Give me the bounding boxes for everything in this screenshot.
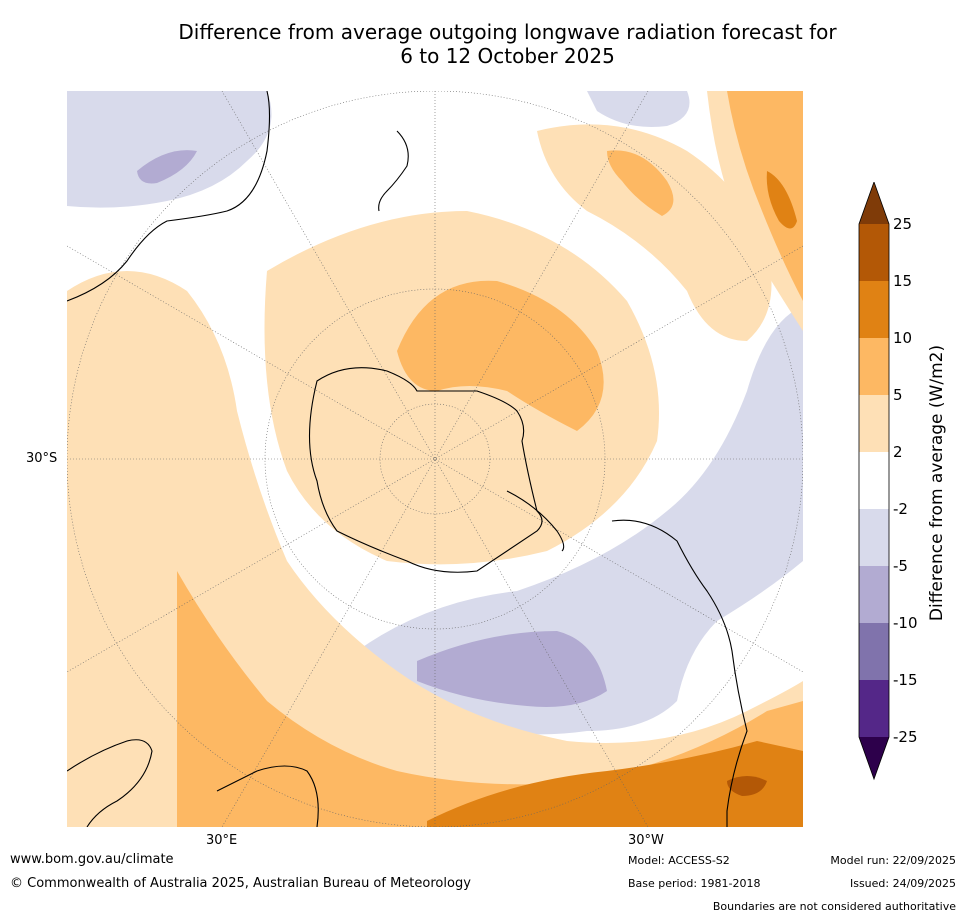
colorbar-band-5-10 (859, 338, 889, 395)
polar-map (67, 91, 803, 827)
colorbar-tick-15: 15 (893, 272, 913, 290)
footer-model: Model: ACCESS-S2 (628, 854, 730, 867)
anomaly-positive-southern-belt (177, 571, 803, 827)
footer-copyright: © Commonwealth of Australia 2025, Austra… (10, 876, 471, 891)
anomaly-negative-south-atlantic-core (417, 631, 607, 707)
anomaly-positive-east-pacific-mid (727, 91, 803, 301)
colorbar-tick-m25: -25 (893, 728, 918, 746)
colorbar-tick-m2: -2 (893, 500, 908, 518)
meridian-3 (221, 91, 649, 827)
meridian-5 (67, 245, 803, 673)
footer-base-period: Base period: 1981-2018 (628, 877, 761, 890)
colorbar-band-m25-m15 (859, 680, 889, 737)
anomaly-positive-south-pacific (537, 124, 772, 341)
colorbar-title-text: Difference from average (W/m2) (927, 344, 947, 622)
colorbar-band-neutral (859, 452, 889, 509)
anomaly-negative-south-atlantic (357, 306, 803, 735)
colorbar-tick-5: 5 (893, 386, 903, 404)
graticule (67, 91, 803, 827)
colorbar-band-10-15 (859, 281, 889, 338)
anomaly-positive-southern-belt-core (727, 776, 767, 796)
coastline-africa (67, 739, 153, 827)
map-title: Difference from average outgoing longwav… (0, 20, 965, 68)
footer-model-run: Model run: 22/09/2025 (830, 854, 956, 867)
footer-disclaimer: Boundaries are not considered authoritat… (712, 900, 956, 913)
colorbar-tick-10: 10 (893, 329, 913, 347)
coastline-madagascar (216, 765, 319, 827)
map-title-line-2: 6 to 12 October 2025 (400, 44, 615, 68)
axis-label-30s: 30°S (26, 451, 58, 466)
colorbar-band-m10-m5 (859, 566, 889, 623)
anomaly-negative-top-right (587, 91, 690, 127)
map-title-line-1: Difference from average outgoing longwav… (178, 20, 837, 44)
anomaly-positive-antarctic-core (397, 280, 604, 431)
colorbar-tick-25: 25 (893, 215, 913, 233)
anomaly-negative-top-left-core (137, 150, 197, 184)
colorbar-tick-m15: -15 (893, 671, 918, 689)
coastline-south-america (611, 519, 748, 827)
colorbar-tick-m10: -10 (893, 614, 918, 632)
coastline-australia (67, 91, 271, 302)
meridian-4 (221, 91, 649, 827)
coastlines (67, 91, 748, 827)
footer-issued: Issued: 24/09/2025 (849, 877, 956, 890)
polar-map-svg (67, 91, 803, 827)
anomaly-negative-top-left (67, 91, 272, 208)
colorbar-tick-m5: -5 (893, 557, 908, 575)
colorbar-tick-2: 2 (893, 443, 903, 461)
colorbar-under-arrow (859, 737, 889, 779)
colorbar-svg (858, 180, 890, 781)
coastline-antarctic-peninsula (506, 490, 565, 552)
anomaly-positive-east-pacific-core (766, 171, 797, 229)
axis-label-30e: 30°E (206, 833, 238, 848)
anomaly-positive-southern-belt-strong (427, 741, 803, 827)
colorbar-over-arrow (859, 182, 889, 224)
colorbar-band-2-5 (859, 395, 889, 452)
axis-label-30w: 30°W (628, 833, 664, 848)
colorbar-band-15-25 (859, 224, 889, 281)
coastline-antarctica (309, 367, 543, 573)
coastline-new-zealand (378, 130, 409, 212)
footer-website: www.bom.gov.au/climate (10, 852, 174, 867)
anomaly-positive-pacific-strip (607, 150, 674, 216)
colorbar-band-m5-m2 (859, 509, 889, 566)
colorbar-band-m15-m10 (859, 623, 889, 680)
colorbar-outline (858, 180, 890, 781)
meridian-6 (67, 245, 803, 673)
anomaly-positive-antarctic (264, 211, 659, 565)
colorbar (856, 180, 892, 786)
